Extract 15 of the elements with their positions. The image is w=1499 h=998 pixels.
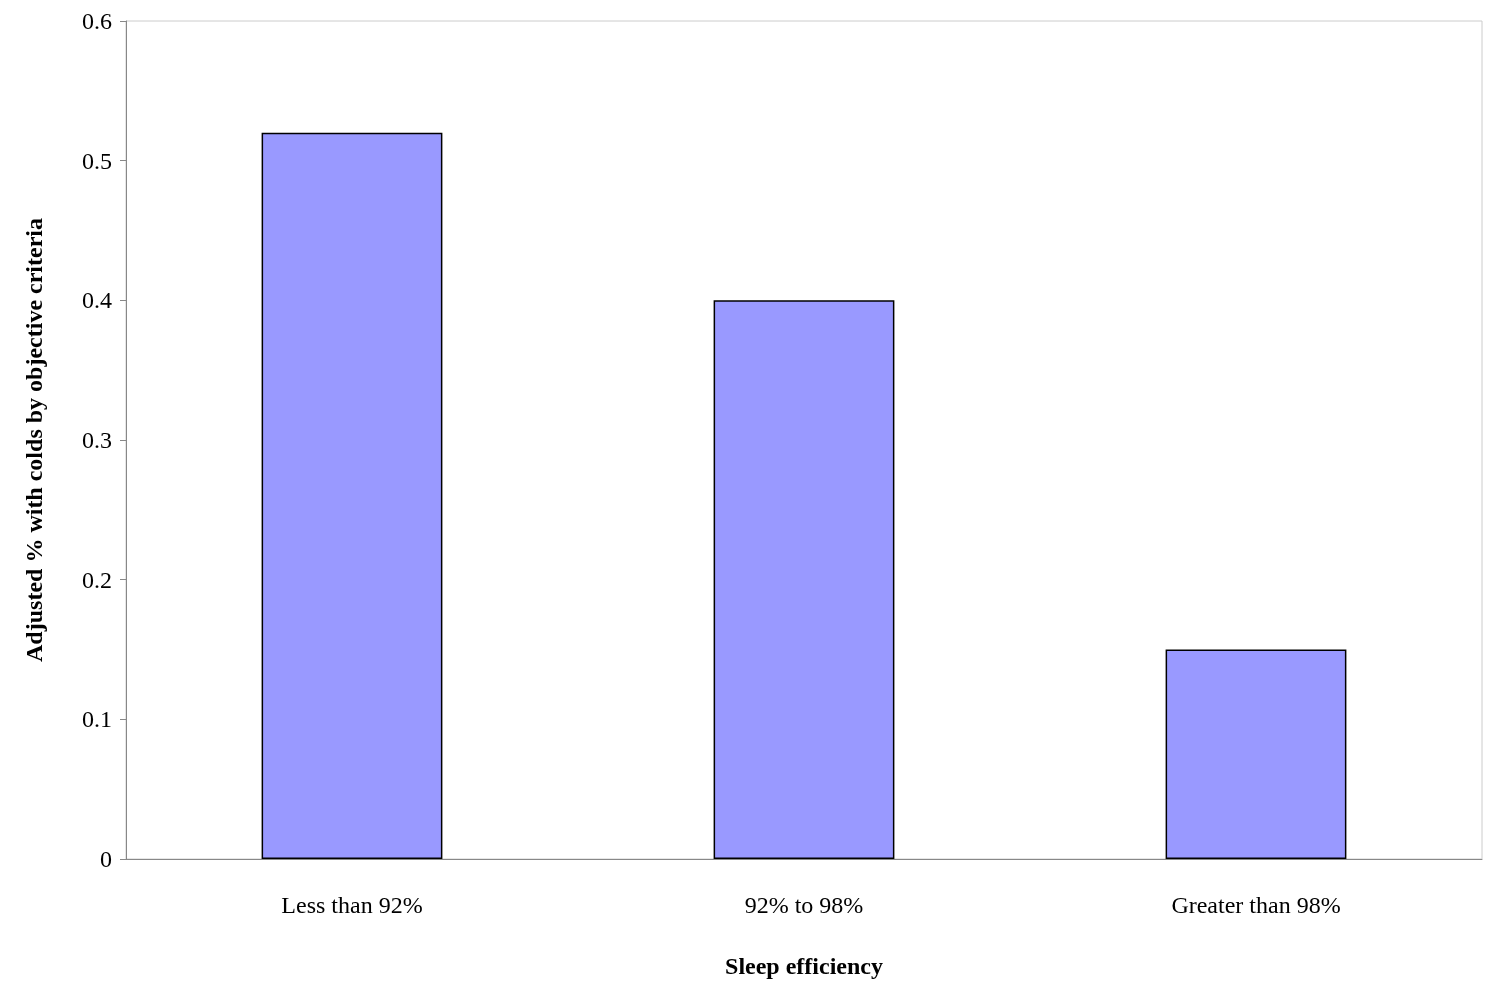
y-tick-label: 0.2 — [82, 566, 112, 593]
y-tick-label: 0.5 — [82, 147, 112, 174]
bar — [1165, 649, 1347, 859]
y-tick-label: 0.1 — [82, 706, 112, 733]
y-tick-label: 0.4 — [82, 287, 112, 314]
y-tick-label: 0.3 — [82, 427, 112, 453]
y-axis-title: Adjusted % with colds by objective criteria — [21, 218, 47, 662]
x-tick-label: Less than 92% — [281, 892, 423, 918]
x-tick-label: 92% to 98% — [744, 892, 864, 918]
x-axis-title: Sleep efficiency — [725, 953, 883, 979]
x-tick-label: Greater than 98% — [1171, 892, 1341, 918]
y-tick-label: 0 — [100, 846, 112, 872]
bar — [261, 132, 443, 859]
y-tick-label: 0.6 — [82, 8, 112, 34]
bar — [713, 300, 895, 859]
